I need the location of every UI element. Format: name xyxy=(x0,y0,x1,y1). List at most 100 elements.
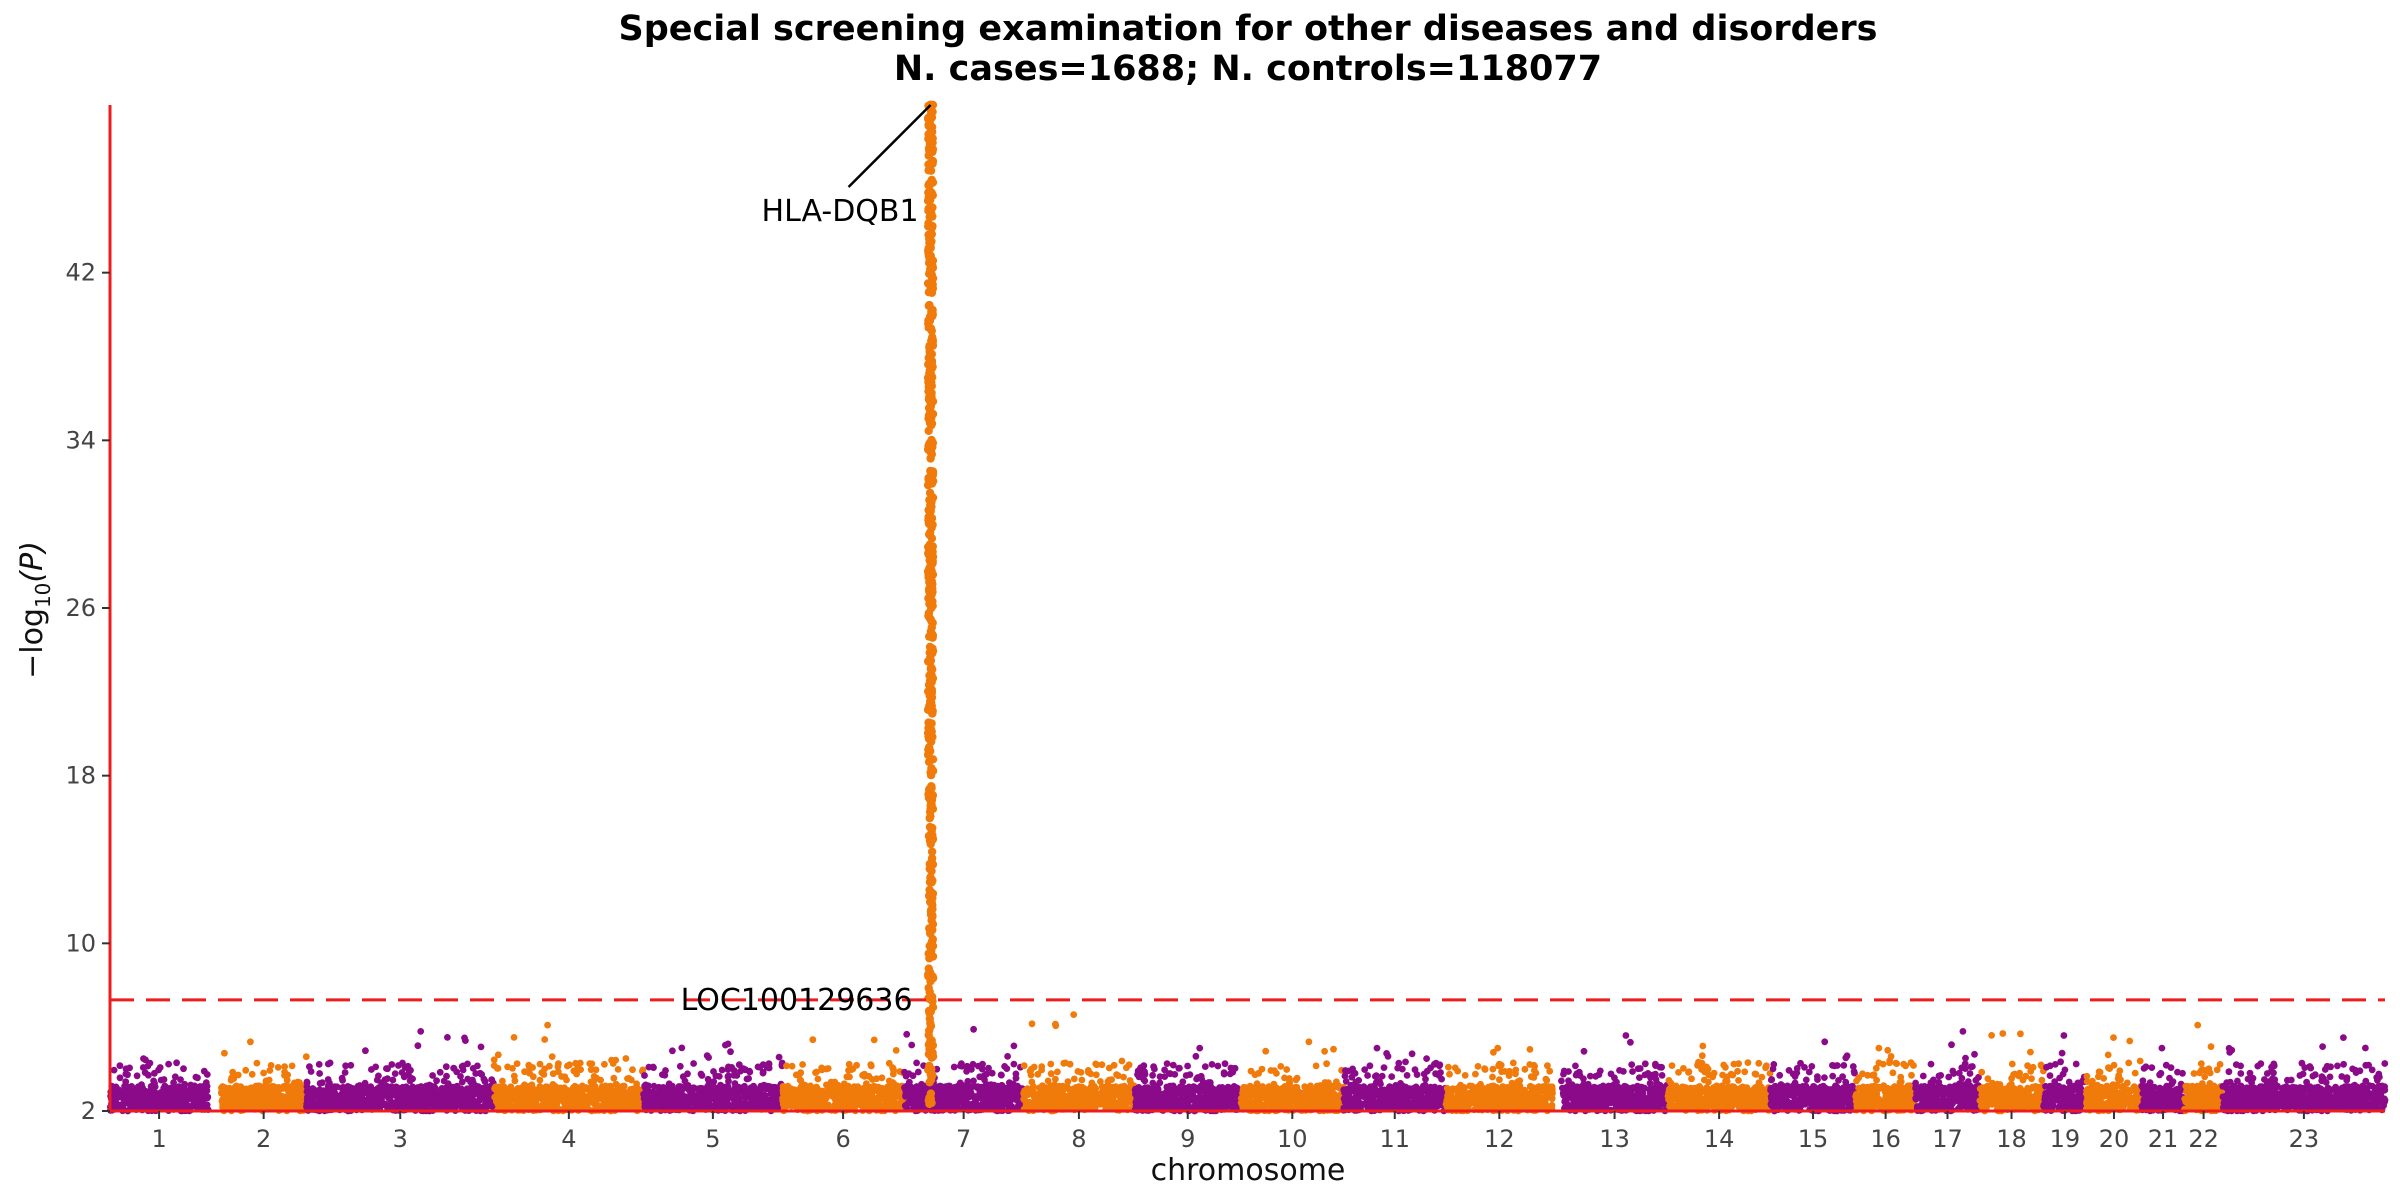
data-point xyxy=(1092,1085,1100,1092)
data-point xyxy=(1174,1102,1182,1110)
data-point xyxy=(436,1068,444,1076)
data-point xyxy=(750,1086,757,1094)
data-point xyxy=(849,1091,856,1098)
data-point xyxy=(1141,1070,1149,1078)
data-point xyxy=(1176,1064,1183,1072)
data-point xyxy=(1214,1062,1222,1070)
data-point xyxy=(370,1091,378,1099)
data-point xyxy=(242,1066,250,1074)
data-point xyxy=(588,1099,596,1106)
data-point xyxy=(185,1088,193,1095)
data-point xyxy=(1003,1065,1011,1072)
data-point xyxy=(676,1062,684,1070)
data-point xyxy=(227,1076,235,1084)
data-point xyxy=(218,1097,226,1105)
data-points xyxy=(107,1011,2389,1115)
data-point xyxy=(482,1103,490,1111)
data-point xyxy=(812,1095,819,1103)
data-point xyxy=(284,1096,292,1103)
data-point xyxy=(1195,1086,1203,1094)
data-point xyxy=(320,1087,327,1095)
data-point xyxy=(862,1097,870,1105)
data-point xyxy=(873,1084,881,1092)
data-point xyxy=(457,1073,464,1080)
data-point xyxy=(805,1098,813,1105)
data-point xyxy=(202,1079,210,1087)
data-point xyxy=(687,1093,695,1101)
data-point xyxy=(432,1093,440,1101)
data-point xyxy=(110,1066,118,1074)
data-point xyxy=(869,1076,876,1083)
data-point xyxy=(727,1048,734,1056)
data-point xyxy=(1162,1099,1170,1107)
data-point xyxy=(546,1062,553,1070)
data-point xyxy=(1060,1097,1068,1105)
data-point xyxy=(1179,1078,1187,1086)
data-point xyxy=(1330,1045,1337,1053)
data-point xyxy=(1020,1089,1028,1097)
data-point xyxy=(359,1090,366,1098)
data-point xyxy=(473,1099,481,1107)
data-point xyxy=(429,1072,436,1079)
data-point xyxy=(814,1075,822,1083)
data-point xyxy=(613,1101,621,1109)
data-point xyxy=(1186,1071,1194,1078)
data-point xyxy=(194,1074,201,1082)
data-point xyxy=(342,1062,349,1070)
data-point xyxy=(1038,1063,1046,1071)
data-point xyxy=(1203,1090,1211,1098)
data-point xyxy=(127,1101,135,1108)
data-point xyxy=(883,1086,890,1093)
data-point xyxy=(381,1076,389,1084)
data-point xyxy=(254,1098,262,1106)
data-point xyxy=(400,1084,407,1091)
data-point xyxy=(952,1086,959,1093)
data-point xyxy=(362,1047,369,1055)
data-point xyxy=(814,1085,821,1092)
data-point xyxy=(385,1094,392,1102)
data-point xyxy=(340,1097,347,1105)
data-point xyxy=(1169,1084,1177,1092)
data-point xyxy=(789,1097,796,1105)
data-point-max xyxy=(724,1040,732,1048)
data-point xyxy=(494,1051,502,1059)
data-point xyxy=(702,1095,710,1102)
data-point xyxy=(622,1055,630,1062)
data-point xyxy=(1028,1020,1036,1028)
data-point xyxy=(1321,1047,1328,1055)
data-point-max xyxy=(970,1025,977,1033)
data-point xyxy=(158,1095,166,1102)
data-point xyxy=(1054,1068,1061,1076)
data-point xyxy=(1141,1077,1149,1085)
data-point xyxy=(281,1068,288,1076)
data-point xyxy=(650,1101,658,1109)
data-point xyxy=(1015,1101,1023,1108)
data-point xyxy=(425,1096,432,1104)
data-point xyxy=(261,1098,269,1105)
data-point xyxy=(760,1096,768,1104)
data-point xyxy=(253,1059,261,1067)
data-point xyxy=(1159,1090,1167,1098)
data-point xyxy=(388,1061,396,1068)
data-point xyxy=(122,1078,130,1086)
data-point xyxy=(239,1094,247,1102)
data-point xyxy=(521,1089,529,1096)
data-point xyxy=(662,1067,669,1074)
data-point xyxy=(916,1093,924,1100)
data-point xyxy=(945,1089,953,1097)
data-point xyxy=(160,1076,168,1083)
data-point xyxy=(1205,1079,1212,1086)
data-point xyxy=(366,1103,374,1111)
chromosome-points-2 xyxy=(218,1038,310,1115)
data-point xyxy=(1145,1103,1153,1110)
data-point xyxy=(268,1083,276,1090)
data-point xyxy=(173,1059,181,1067)
data-point xyxy=(1020,1095,1028,1103)
data-point xyxy=(1043,1084,1051,1092)
data-point xyxy=(879,1093,886,1101)
data-point xyxy=(554,1068,562,1076)
data-point xyxy=(625,1075,633,1082)
data-point xyxy=(1064,1078,1072,1085)
data-point xyxy=(1124,1097,1132,1105)
